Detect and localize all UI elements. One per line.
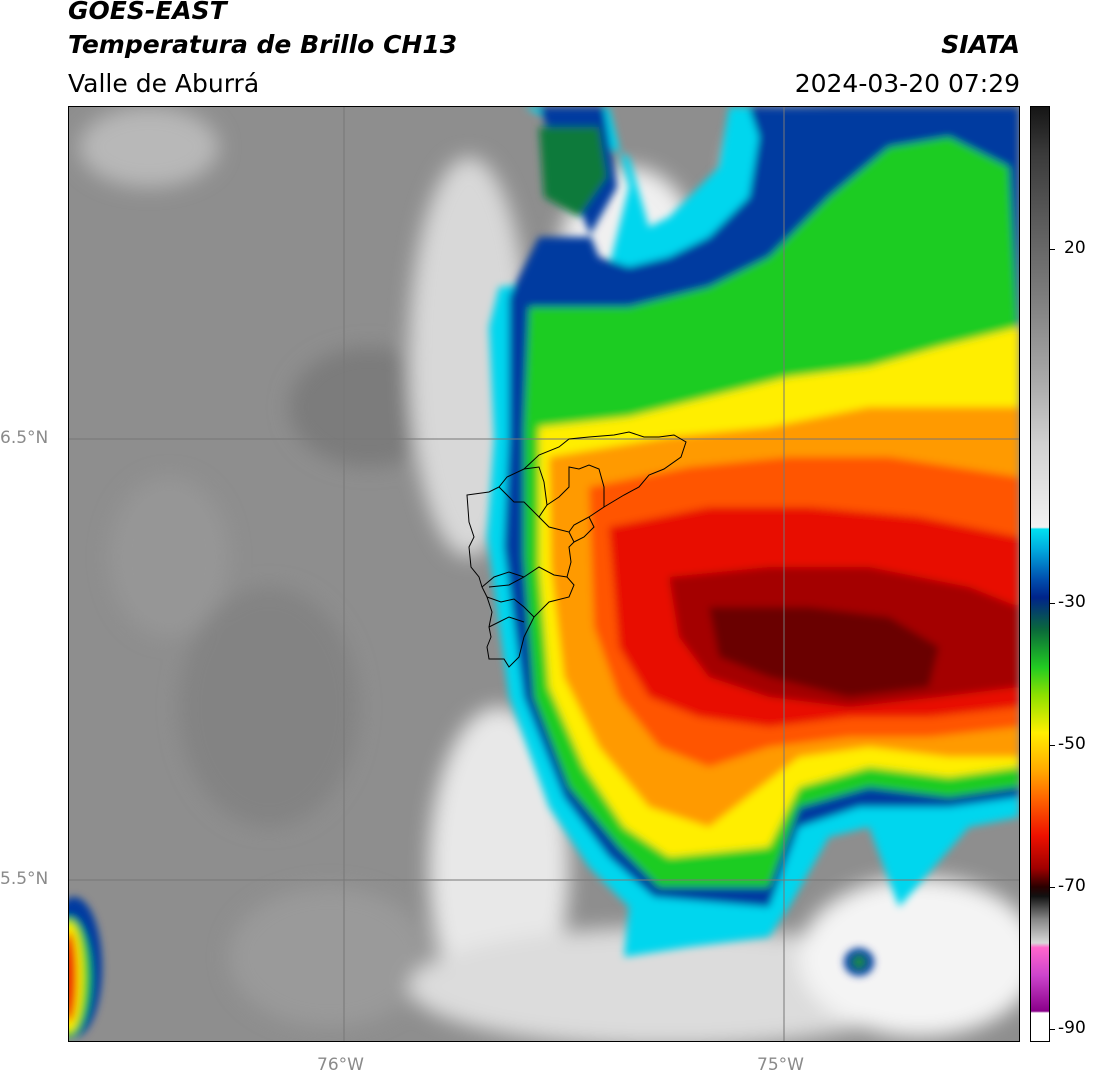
cb-label-minus70: -70 (1058, 876, 1086, 896)
brightness-temperature-field (69, 107, 1019, 1041)
lon-label-76w: 76°W (317, 1055, 364, 1075)
municipal-boundaries (466, 431, 687, 668)
cb-label-20: 20 (1064, 238, 1086, 258)
cb-label-minus50: -50 (1058, 734, 1086, 754)
datetime-label: 2024-03-20 07:29 (794, 69, 1020, 98)
temperature-colorbar (1030, 106, 1050, 1042)
cb-tick-mark-minus30 (1049, 603, 1055, 604)
lon-label-75w: 75°W (757, 1055, 804, 1075)
region-subtitle: Valle de Aburrá (68, 69, 260, 98)
cb-tick-mark-20 (1049, 249, 1055, 250)
cb-label-minus90: -90 (1058, 1018, 1086, 1038)
satellite-map[interactable] (68, 106, 1020, 1042)
title-line-1: GOES-EAST (68, 0, 227, 25)
cb-tick-mark-minus50 (1049, 745, 1055, 746)
title-line-2: Temperatura de Brillo CH13 (68, 30, 458, 59)
lat-label-5-5: 5.5°N (0, 869, 49, 889)
cb-tick-mark-minus90 (1049, 1029, 1055, 1030)
convective-system (69, 107, 1019, 1037)
cb-tick-mark-minus70 (1049, 887, 1055, 888)
cb-label-minus30: -30 (1058, 592, 1086, 612)
lat-label-6-5: 6.5°N (0, 428, 49, 448)
org-label: SIATA (941, 30, 1020, 59)
